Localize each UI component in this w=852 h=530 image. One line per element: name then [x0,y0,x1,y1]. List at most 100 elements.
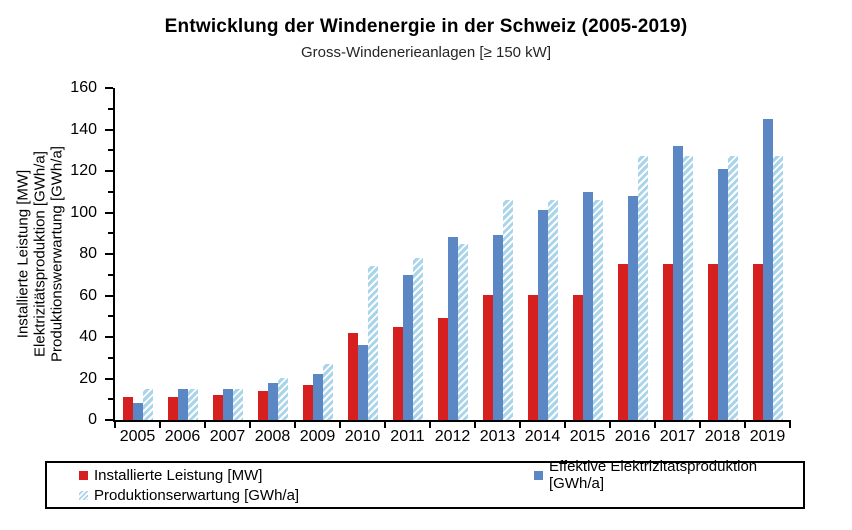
bar-2005-series1 [133,403,143,420]
y-tick-label: 140 [70,120,97,138]
y-major-tick [105,87,113,89]
x-tick-label: 2018 [704,428,741,445]
x-tick [204,420,206,428]
y-minor-tick [108,232,113,235]
y-axis-label-line-1: Installierte Leistung [MW] [14,169,32,339]
bar-2006-series2 [188,389,198,420]
bar-2017-series2 [683,156,693,420]
bar-2009-series1 [313,374,323,420]
legend-label: Effektive Elektrizitätsproduktion [GWh/a… [549,458,758,492]
bar-2019-series1 [763,119,773,420]
y-axis-label-line-2: Elektrizitätsproduktion [GWh/a] [31,151,49,357]
y-tick-label: 120 [70,162,97,179]
bar-2011-series2 [413,258,423,420]
y-minor-tick [108,149,113,152]
bar-2012-series1 [448,237,458,420]
y-major-tick [105,253,113,255]
y-minor-tick [108,356,113,359]
x-tick-label: 2011 [390,428,425,445]
y-major-tick [105,128,113,131]
bar-2015-series2 [593,200,603,420]
x-tick-label: 2007 [209,428,246,445]
y-axis-line [113,88,115,422]
y-tick-label: 0 [88,411,97,428]
legend-label: Installierte Leistung [MW] [94,466,263,484]
y-tick-label: 40 [79,328,97,345]
bar-2019-series2 [773,156,783,420]
x-tick-label: 2006 [164,428,201,445]
y-major-tick [105,294,113,297]
x-tick-label: 2012 [434,428,471,445]
bar-2012-series2 [458,244,468,420]
bar-2018-series2 [728,156,738,420]
bar-2006-series1 [178,389,188,420]
y-tick-label: 160 [70,79,97,96]
bar-2006-series0 [168,397,178,420]
bar-2008-series0 [258,391,268,420]
y-major-tick [105,419,113,421]
bar-2019-series0 [753,264,763,420]
x-tick [429,420,431,428]
x-tick [519,420,521,428]
bar-2007-series1 [223,389,233,420]
x-tick [564,420,566,428]
bar-2011-series1 [403,275,413,420]
bar-2015-series0 [573,295,583,420]
bar-2014-series2 [548,200,558,420]
y-minor-tick [108,398,113,401]
bar-2011-series0 [393,327,403,420]
bar-2008-series1 [268,383,278,420]
legend-label: Produktionserwartung [GWh/a] [94,486,300,504]
y-tick-label: 80 [79,245,97,262]
chart-title: Entwicklung der Windenergie in der Schwe… [164,16,688,37]
bar-2005-series0 [123,397,133,420]
x-tick [114,420,116,428]
legend: Installierte Leistung [MW] Effektive Ele… [45,458,805,509]
bar-2017-series0 [663,264,673,420]
bar-2007-series2 [233,389,243,420]
chart-subtitle: Gross-Windenerieanlagen [≥ 150 kW] [300,44,551,61]
bar-2014-series0 [528,295,538,420]
x-tick [294,420,296,428]
y-major-tick [105,377,113,380]
bar-2009-series2 [323,364,333,420]
x-tick-label: 2015 [569,428,606,445]
x-tick [609,420,611,428]
bar-2013-series2 [503,200,513,420]
x-tick-label: 2016 [614,428,651,445]
legend-swatch-red-square [79,470,88,480]
x-tick-label: 2017 [659,428,696,445]
bar-2010-series1 [358,345,368,420]
bar-2018-series1 [718,169,728,420]
y-major-tick [105,336,113,338]
bar-2007-series0 [213,395,223,420]
bar-2017-series1 [673,146,683,420]
x-tick-label: 2013 [479,428,516,445]
y-minor-tick [108,273,113,276]
legend-swatch-blue-square [534,470,543,480]
bar-2018-series0 [708,264,718,420]
bar-2008-series2 [278,378,288,420]
x-tick-label: 2010 [344,428,381,445]
bar-2016-series0 [618,264,628,420]
bar-2015-series1 [583,192,593,420]
bar-2016-series2 [638,156,648,420]
x-tick-label: 2014 [524,428,561,445]
y-tick-label: 60 [79,286,97,304]
x-tick [249,420,251,428]
x-tick [159,420,161,428]
x-tick [744,420,746,428]
y-minor-tick [108,315,113,318]
x-tick [654,420,656,428]
x-tick-label: 2005 [119,428,156,445]
bar-2016-series1 [628,196,638,420]
y-major-tick [105,211,113,214]
bar-2013-series0 [483,295,493,420]
x-axis-line [113,420,790,422]
y-tick-label: 20 [79,369,97,387]
legend-item-installierte-leistung: Installierte Leistung [MW] [79,467,534,484]
x-tick [339,420,341,428]
bar-2014-series1 [538,210,548,420]
x-tick-label: 2019 [749,428,786,445]
y-minor-tick [108,107,113,110]
